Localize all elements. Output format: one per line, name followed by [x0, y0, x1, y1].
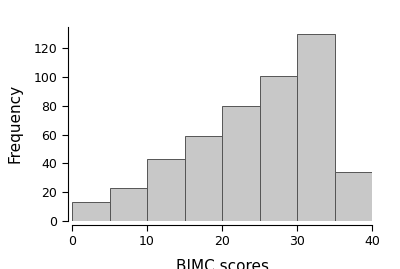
Bar [260, 76, 297, 221]
X-axis label: BIMC scores: BIMC scores [176, 259, 268, 269]
Bar [222, 106, 260, 221]
Bar [334, 172, 372, 221]
Bar [297, 34, 334, 221]
Bar [184, 136, 222, 221]
Y-axis label: Frequency: Frequency [8, 84, 22, 163]
Bar [147, 159, 184, 221]
Bar [110, 187, 147, 221]
Bar [72, 202, 110, 221]
